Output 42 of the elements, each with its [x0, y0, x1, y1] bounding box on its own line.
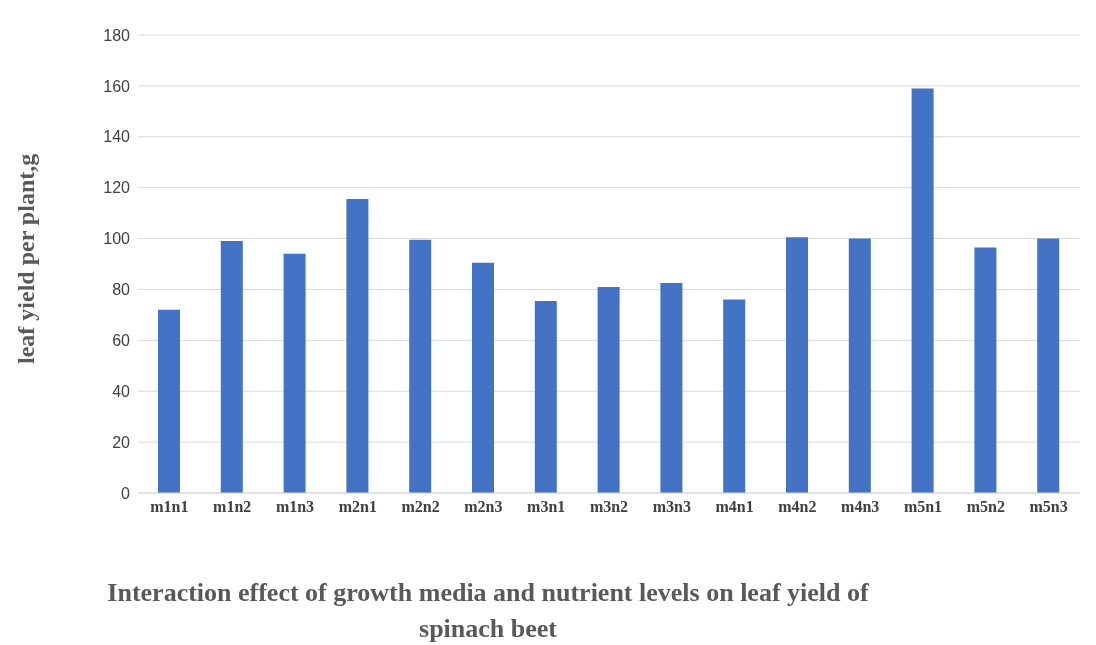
x-tick-label: m2n3	[464, 498, 503, 516]
y-tick-label: 100	[103, 230, 131, 248]
x-tick-label: m2n2	[401, 498, 440, 516]
x-tick-label: m5n3	[1029, 498, 1068, 516]
x-tick-label: m2n1	[338, 498, 377, 516]
x-tick-label: m4n2	[778, 498, 817, 516]
y-tick-label: 0	[121, 484, 131, 502]
bar	[723, 299, 746, 493]
x-tick-label: m3n3	[652, 498, 691, 516]
bar	[786, 237, 808, 493]
x-tick-label: m3n2	[589, 498, 629, 516]
bar	[660, 283, 683, 493]
bar	[848, 238, 871, 493]
x-tick-label: m4n3	[841, 498, 880, 516]
x-tick-label: m3n1	[527, 498, 566, 516]
bar	[409, 239, 432, 493]
bar	[158, 309, 180, 493]
y-axis-title: leaf yield per plant,g	[12, 153, 39, 364]
bar	[283, 253, 306, 493]
x-tick-label: m1n2	[213, 498, 252, 516]
bar	[346, 199, 369, 493]
bar	[974, 247, 997, 493]
bar	[534, 300, 557, 493]
text: Interaction effect of growth media and nutrient levels on leaf yield of spinach beet	[106, 577, 870, 645]
y-tick-label: 20	[112, 433, 131, 451]
y-tick-label: 60	[112, 332, 131, 350]
bar	[597, 286, 620, 493]
x-tick-label: m1n3	[275, 498, 315, 516]
bar	[1037, 238, 1060, 493]
bar	[472, 262, 494, 493]
y-tick-label: 40	[112, 382, 131, 400]
y-tick-label: 80	[112, 281, 131, 299]
x-tick-label: m5n1	[903, 498, 943, 516]
y-tick-label: 140	[103, 128, 131, 146]
y-tick-label: 160	[103, 77, 131, 95]
x-tick-label: m1n1	[150, 498, 189, 516]
bar	[911, 88, 934, 493]
x-tick-label: m4n1	[715, 498, 754, 516]
y-tick-label: 120	[103, 179, 131, 197]
bar	[220, 241, 243, 493]
x-tick-label: m5n2	[966, 498, 1005, 516]
y-tick-label: 180	[103, 26, 131, 44]
